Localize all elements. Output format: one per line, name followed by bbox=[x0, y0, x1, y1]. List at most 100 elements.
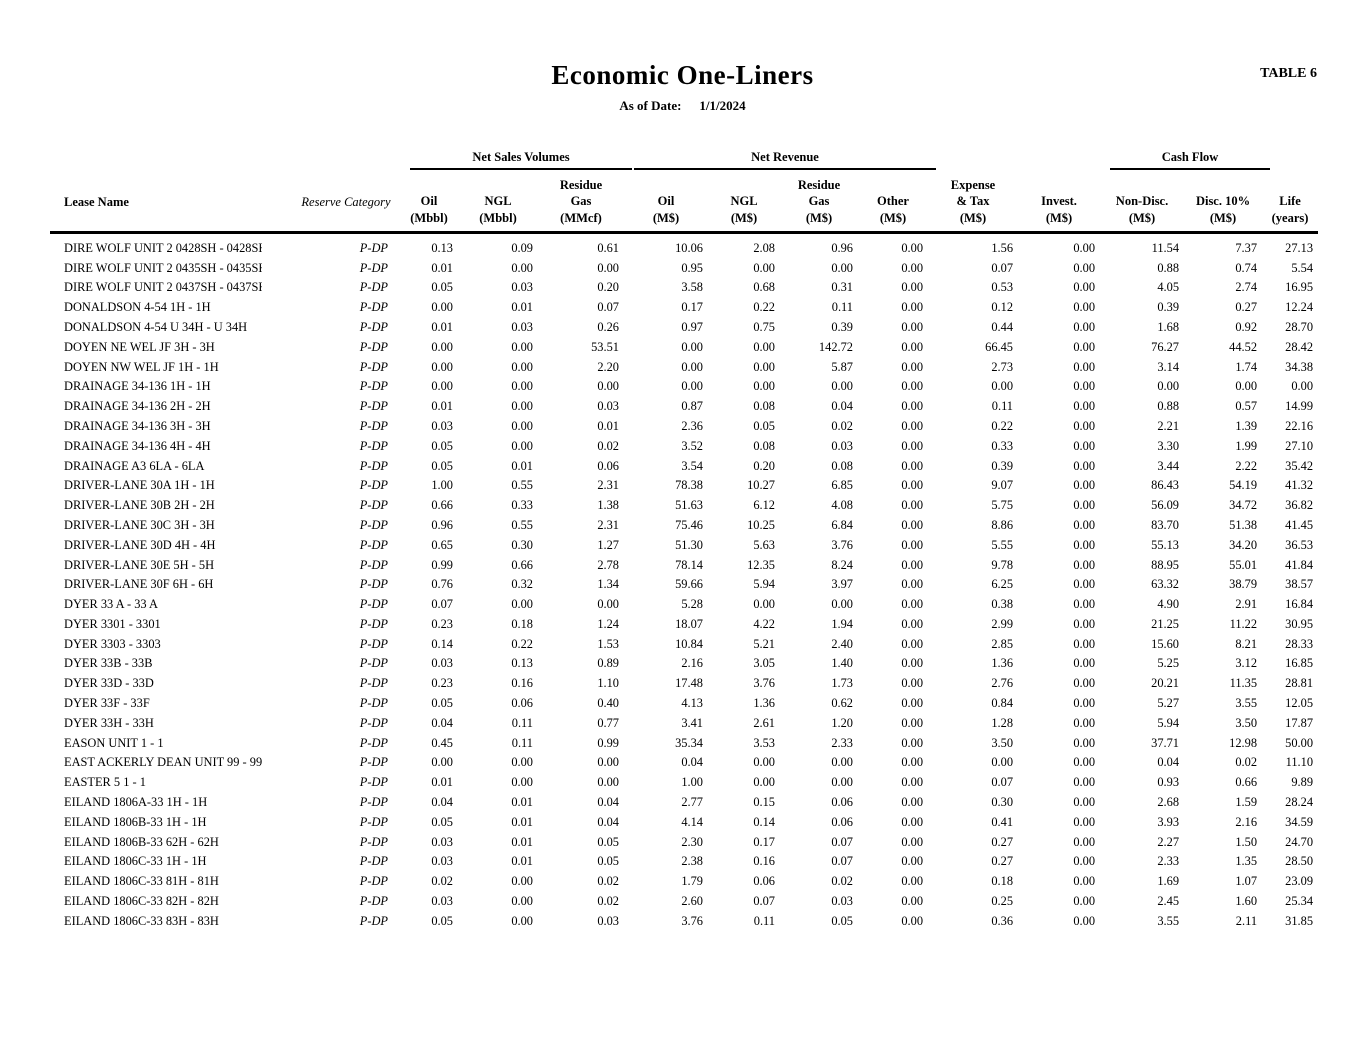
cell-ngl-revenue: 0.15 bbox=[753, 795, 775, 810]
cell-lease-name: EILAND 1806C-33 83H - 83H bbox=[64, 913, 219, 928]
table-row: DRIVER-LANE 30F 6H - 6H P-DP 0.76 0.32 1.34 5… bbox=[50, 573, 1318, 593]
cell-reserve-category: P-DP bbox=[359, 498, 388, 513]
cell-expense-tax: 6.25 bbox=[991, 577, 1014, 592]
cell-residue-gas-volume: 0.00 bbox=[597, 775, 619, 790]
cell-life: 16.95 bbox=[1285, 280, 1314, 295]
cell-lease-name: EILAND 1806B-33 62H - 62H bbox=[64, 834, 219, 849]
cell-residue-gas-volume: 0.00 bbox=[597, 379, 619, 394]
cell-residue-gas-revenue: 1.94 bbox=[831, 616, 853, 631]
cell-oil-volume: 0.99 bbox=[431, 557, 453, 572]
column-header-cashflow-disc10: Disc. 10% (M$) bbox=[1195, 194, 1251, 225]
cell-oil-volume: 0.23 bbox=[431, 616, 453, 631]
cell-cashflow-disc10: 3.55 bbox=[1235, 696, 1258, 711]
cell-reserve-category: P-DP bbox=[359, 735, 388, 750]
cell-ngl-revenue: 0.14 bbox=[753, 814, 775, 829]
cell-lease-name: EILAND 1806C-33 82H - 82H bbox=[64, 894, 219, 909]
cell-cashflow-nondisc: 3.55 bbox=[1157, 913, 1180, 928]
table-row: DRAINAGE 34-136 4H - 4H P-DP 0.05 0.00 0.02 3… bbox=[50, 434, 1318, 454]
cell-cashflow-nondisc: 86.43 bbox=[1151, 478, 1180, 493]
cell-investment: 0.00 bbox=[1073, 537, 1096, 552]
cell-cashflow-nondisc: 2.27 bbox=[1157, 834, 1180, 849]
cell-ngl-volume: 0.55 bbox=[511, 517, 533, 532]
cell-cashflow-nondisc: 76.27 bbox=[1151, 339, 1180, 354]
cell-investment: 0.00 bbox=[1073, 894, 1096, 909]
cell-ngl-volume: 0.11 bbox=[511, 735, 533, 750]
cell-cashflow-nondisc: 21.25 bbox=[1151, 616, 1180, 631]
cell-cashflow-nondisc: 2.33 bbox=[1157, 854, 1180, 869]
cell-expense-tax: 0.38 bbox=[991, 597, 1014, 612]
cell-residue-gas-volume: 2.20 bbox=[597, 359, 619, 374]
cell-ngl-revenue: 0.00 bbox=[753, 260, 775, 275]
cell-residue-gas-revenue: 0.02 bbox=[831, 874, 853, 889]
page-title: Economic One-Liners bbox=[551, 60, 814, 90]
cell-lease-name: DIRE WOLF UNIT 2 0435SH - 0435SH bbox=[64, 260, 262, 275]
cell-oil-revenue: 59.66 bbox=[675, 577, 703, 592]
cell-investment: 0.00 bbox=[1073, 379, 1096, 394]
cell-residue-gas-volume: 0.06 bbox=[597, 458, 619, 473]
column-header-life: Life (years) bbox=[1271, 194, 1309, 225]
table-row: DYER 33D - 33D P-DP 0.23 0.16 1.10 17.48 3.76 1… bbox=[50, 671, 1318, 691]
cell-ngl-revenue: 10.25 bbox=[747, 517, 775, 532]
cell-residue-gas-revenue: 0.62 bbox=[831, 696, 853, 711]
group-spacer bbox=[50, 150, 400, 171]
cell-investment: 0.00 bbox=[1073, 814, 1096, 829]
cell-life: 12.05 bbox=[1285, 696, 1314, 711]
cell-other-revenue: 0.00 bbox=[901, 478, 924, 493]
cell-cashflow-nondisc: 15.60 bbox=[1151, 636, 1180, 651]
cell-cashflow-nondisc: 5.94 bbox=[1157, 715, 1180, 730]
cell-expense-tax: 0.39 bbox=[991, 458, 1014, 473]
cell-ngl-volume: 0.00 bbox=[511, 260, 533, 275]
cell-ngl-volume: 0.01 bbox=[511, 795, 533, 810]
cell-ngl-volume: 0.22 bbox=[511, 636, 533, 651]
cell-life: 22.16 bbox=[1285, 418, 1314, 433]
cell-residue-gas-revenue: 0.00 bbox=[831, 775, 853, 790]
cell-reserve-category: P-DP bbox=[359, 795, 388, 810]
cell-life: 17.87 bbox=[1285, 715, 1314, 730]
cell-expense-tax: 5.75 bbox=[991, 498, 1014, 513]
group-spacer bbox=[1262, 150, 1318, 171]
table-row: DYER 33H - 33H P-DP 0.04 0.11 0.77 3.41 2.61 1.… bbox=[50, 711, 1318, 731]
cell-lease-name: DRIVER-LANE 30A 1H - 1H bbox=[64, 478, 215, 493]
cell-investment: 0.00 bbox=[1073, 359, 1096, 374]
cell-other-revenue: 0.00 bbox=[901, 339, 924, 354]
cell-investment: 0.00 bbox=[1073, 300, 1096, 315]
cell-oil-volume: 0.76 bbox=[431, 577, 453, 592]
cell-residue-gas-volume: 53.51 bbox=[591, 339, 619, 354]
cell-reserve-category: P-DP bbox=[359, 814, 388, 829]
cell-life: 28.50 bbox=[1285, 854, 1314, 869]
cell-residue-gas-revenue: 1.40 bbox=[831, 656, 853, 671]
cell-ngl-volume: 0.00 bbox=[511, 438, 533, 453]
cell-oil-volume: 0.01 bbox=[431, 775, 453, 790]
cell-residue-gas-revenue: 0.03 bbox=[831, 438, 853, 453]
cell-ngl-revenue: 0.07 bbox=[753, 894, 775, 909]
cell-expense-tax: 0.25 bbox=[991, 894, 1014, 909]
cell-residue-gas-revenue: 0.02 bbox=[831, 418, 853, 433]
cell-other-revenue: 0.00 bbox=[901, 260, 924, 275]
cell-cashflow-nondisc: 2.21 bbox=[1157, 418, 1180, 433]
cell-ngl-volume: 0.01 bbox=[511, 814, 533, 829]
table-row: EILAND 1806C-33 83H - 83H P-DP 0.05 0.00 0.0… bbox=[50, 909, 1318, 929]
cell-ngl-revenue: 5.21 bbox=[753, 636, 775, 651]
table-row: DYER 33F - 33F P-DP 0.05 0.06 0.40 4.13 1.36 0.… bbox=[50, 691, 1318, 711]
cell-cashflow-disc10: 1.60 bbox=[1235, 894, 1258, 909]
cell-ngl-revenue: 0.75 bbox=[753, 319, 775, 334]
cell-reserve-category: P-DP bbox=[359, 240, 388, 255]
cell-other-revenue: 0.00 bbox=[901, 676, 924, 691]
table-row: DOYEN NE WEL JF 3H - 3H P-DP 0.00 0.00 53.51… bbox=[50, 335, 1318, 355]
cell-expense-tax: 1.28 bbox=[991, 715, 1014, 730]
cell-ngl-volume: 0.16 bbox=[511, 676, 533, 691]
cell-other-revenue: 0.00 bbox=[901, 735, 924, 750]
cell-residue-gas-revenue: 0.00 bbox=[831, 260, 853, 275]
table-row: DIRE WOLF UNIT 2 0437SH - 0437SH P-DP 0.05… bbox=[50, 276, 1318, 296]
cell-investment: 0.00 bbox=[1073, 339, 1096, 354]
cell-oil-volume: 0.00 bbox=[431, 339, 453, 354]
cell-oil-volume: 0.05 bbox=[431, 814, 453, 829]
table-row: EILAND 1806C-33 81H - 81H P-DP 0.02 0.00 0.0… bbox=[50, 869, 1318, 889]
cell-expense-tax: 0.41 bbox=[991, 814, 1014, 829]
column-header-other-revenue: Other (M$) bbox=[877, 194, 909, 225]
cell-residue-gas-revenue: 0.00 bbox=[831, 597, 853, 612]
cell-reserve-category: P-DP bbox=[359, 715, 388, 730]
cell-investment: 0.00 bbox=[1073, 458, 1096, 473]
cell-life: 41.84 bbox=[1285, 557, 1314, 572]
cell-lease-name: DIRE WOLF UNIT 2 0437SH - 0437SH bbox=[64, 280, 262, 295]
